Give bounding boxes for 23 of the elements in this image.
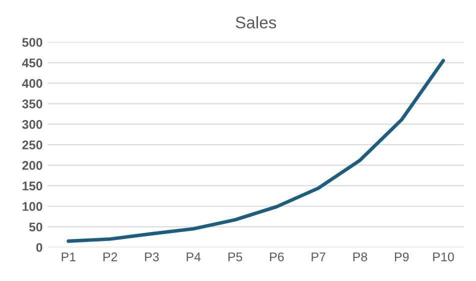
chart-title: Sales — [236, 16, 276, 28]
y-tick-label: 50 — [29, 222, 42, 232]
x-tick-label: P6 — [270, 252, 284, 262]
x-tick-label: P4 — [186, 252, 201, 262]
y-tick-label: 300 — [22, 120, 42, 129]
y-tick-label: 500 — [22, 38, 42, 47]
y-tick-label: 100 — [22, 202, 42, 211]
y-tick-label: 350 — [22, 99, 42, 108]
y-tick-label: 0 — [36, 243, 42, 252]
y-tick-label: 150 — [22, 182, 42, 190]
x-tick-label: P1 — [62, 252, 76, 262]
x-tick-label: P2 — [103, 252, 118, 262]
x-tick-label: P7 — [312, 252, 326, 262]
y-tick-label: 400 — [22, 78, 42, 88]
x-tick-label: P10 — [433, 252, 454, 262]
x-tick-label: P3 — [145, 252, 159, 262]
y-tick-label: 250 — [22, 140, 42, 150]
line-series — [66, 58, 446, 243]
x-tick-label: P5 — [228, 252, 242, 262]
x-tick-label: P9 — [395, 252, 409, 262]
y-tick-label: 450 — [22, 58, 42, 68]
y-tick-label: 200 — [22, 161, 42, 170]
x-tick-label: P8 — [353, 252, 368, 262]
